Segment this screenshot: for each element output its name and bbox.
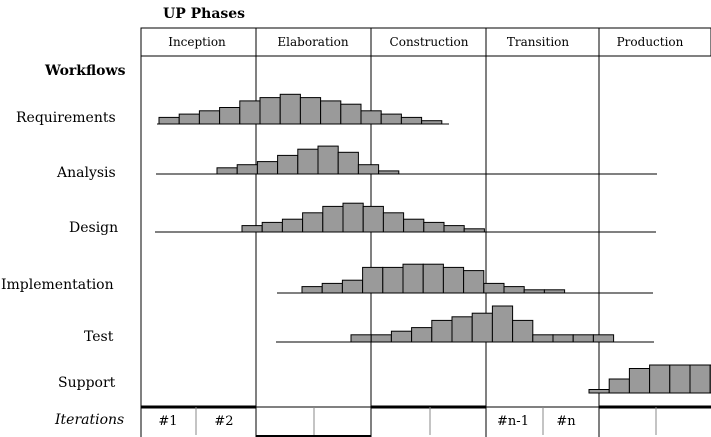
design-bar-2 (261, 221, 283, 233)
implementation-bar-13 (543, 289, 566, 294)
support-bar-5 (669, 364, 691, 394)
implementation-bar-11 (503, 286, 525, 294)
implementation-bar-9 (463, 270, 485, 294)
requirements-bar-12 (380, 113, 402, 125)
histogram-test (350, 305, 615, 343)
design-bar-9 (403, 218, 425, 233)
iteration-2-label: #2 (214, 414, 233, 429)
phase-label-production: Production (617, 35, 684, 49)
iteration-n-1-label: #n-1 (497, 414, 529, 429)
design-bar-1 (241, 225, 263, 233)
implementation-bar-8 (442, 266, 465, 294)
requirements-bar-5 (239, 100, 261, 125)
workflows-heading: Workflows (44, 63, 126, 79)
implementation-bar-3 (341, 279, 364, 294)
design-bar-5 (322, 205, 344, 233)
implementation-bar-1 (301, 286, 323, 294)
iteration-n-label: #n (556, 414, 576, 429)
analysis-bar-4 (277, 154, 299, 175)
implementation-bar-4 (362, 266, 384, 294)
histogram-design (241, 202, 485, 233)
test-bar-7 (471, 312, 493, 343)
test-bar-4 (411, 327, 433, 343)
requirements-bar-6 (259, 97, 281, 125)
phase-label-transition: Transition (507, 35, 570, 49)
analysis-bar-5 (297, 148, 319, 175)
implementation-bar-6 (402, 263, 424, 294)
requirements-bar-13 (400, 116, 423, 125)
implementation-bar-7 (422, 263, 444, 294)
iterations-label: Iterations (54, 412, 124, 428)
implementation-bar-12 (523, 289, 545, 294)
phase-label-inception: Inception (168, 35, 226, 49)
test-bar-9 (512, 319, 534, 343)
requirements-bar-14 (421, 120, 443, 125)
support-bar-1 (588, 389, 610, 394)
design-bar-11 (443, 225, 465, 233)
workflow-label-implementation: Implementation (1, 277, 114, 293)
analysis-bar-1 (216, 167, 238, 175)
phase-label-construction: Construction (390, 35, 469, 49)
support-bar-2 (608, 378, 630, 394)
workflow-label-requirements: Requirements (16, 110, 116, 126)
requirements-bar-4 (219, 107, 241, 125)
design-bar-7 (362, 205, 384, 233)
analysis-bar-3 (256, 161, 279, 175)
requirements-bar-3 (198, 110, 221, 125)
design-bar-4 (302, 212, 324, 233)
requirements-bar-9 (320, 100, 342, 125)
test-bar-1 (350, 334, 372, 343)
design-bar-8 (382, 212, 405, 233)
support-bar-3 (628, 368, 651, 394)
design-bar-3 (281, 218, 304, 233)
workflow-label-design: Design (69, 220, 118, 236)
requirements-bar-10 (340, 103, 362, 125)
iteration-1-label: #1 (158, 414, 177, 429)
histogram-analysis (216, 145, 400, 175)
implementation-bar-10 (483, 282, 505, 294)
test-bar-5 (431, 319, 453, 343)
diagram-title: UP Phases (163, 6, 245, 22)
histogram-implementation (301, 263, 566, 294)
requirements-bar-1 (158, 116, 180, 125)
histogram-support (588, 364, 711, 394)
analysis-bar-7 (337, 151, 359, 175)
workflow-label-support: Support (58, 375, 116, 391)
implementation-bar-2 (321, 282, 343, 294)
analysis-bar-2 (236, 164, 258, 175)
phase-label-elaboration: Elaboration (277, 35, 348, 49)
requirements-bar-7 (279, 93, 301, 125)
design-bar-12 (463, 228, 485, 233)
workflow-label-test: Test (84, 329, 114, 345)
support-bar-6 (689, 364, 711, 394)
requirements-bar-11 (360, 110, 382, 125)
test-bar-13 (592, 334, 615, 343)
design-bar-6 (342, 202, 364, 233)
analysis-bar-6 (317, 145, 339, 175)
test-bar-8 (491, 305, 514, 343)
histogram-requirements (158, 93, 443, 125)
test-bar-6 (451, 316, 473, 343)
requirements-bar-2 (178, 113, 200, 125)
workflow-baselines (155, 123, 657, 343)
implementation-bar-5 (382, 266, 404, 294)
test-bar-12 (572, 334, 594, 343)
iterations-row (141, 405, 711, 437)
support-bar-4 (649, 364, 671, 394)
design-bar-10 (423, 221, 445, 233)
requirements-bar-8 (299, 97, 322, 125)
analysis-bar-9 (378, 170, 400, 175)
test-bar-2 (370, 334, 392, 343)
analysis-bar-8 (357, 164, 380, 175)
test-bar-11 (552, 334, 574, 343)
workflow-label-analysis: Analysis (56, 165, 116, 181)
test-bar-3 (390, 330, 413, 343)
test-bar-10 (532, 334, 554, 343)
